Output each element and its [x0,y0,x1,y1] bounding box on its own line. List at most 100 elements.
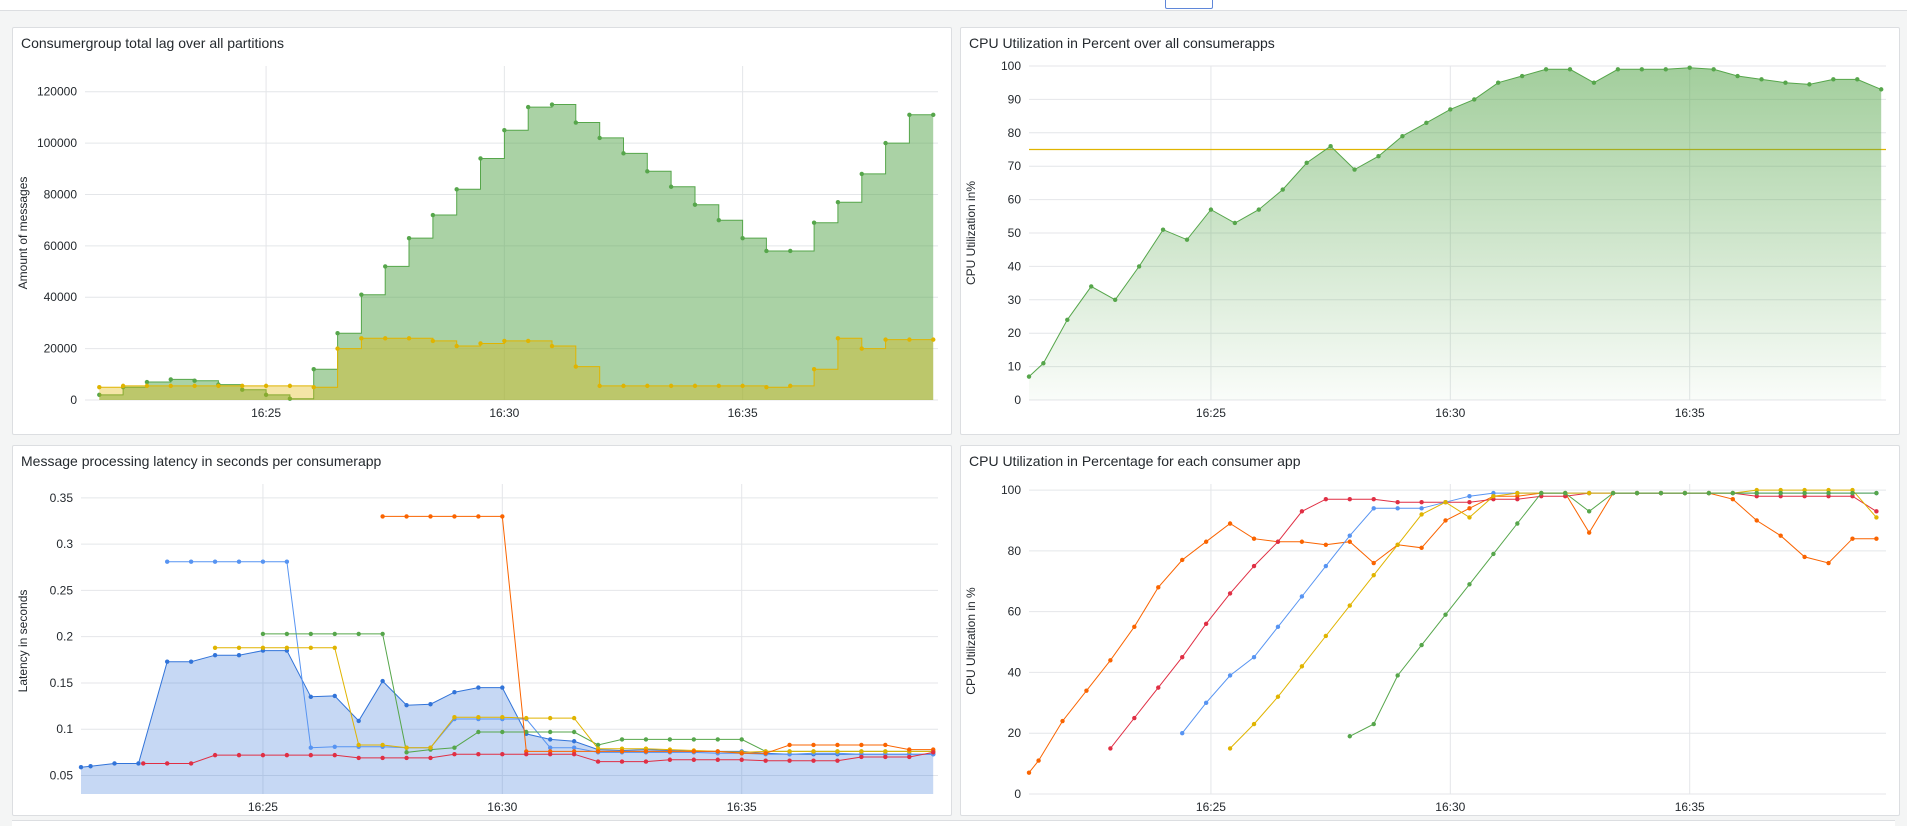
data-point [1203,700,1209,706]
data-point [931,750,936,755]
data-point [787,742,792,748]
data-point [1089,284,1094,289]
active-tab-indicator[interactable] [1165,0,1213,9]
y-tick-label: 100 [1001,483,1021,497]
data-point [1160,227,1166,232]
data-point [547,752,553,757]
data-point [1467,582,1472,587]
data-point [1563,493,1568,499]
data-point [428,514,433,519]
data-point [716,217,721,223]
data-point [739,751,744,756]
series-area [1029,67,1882,400]
data-point [406,235,412,241]
data-point [1371,721,1376,727]
series-line [1110,492,1877,749]
data-point [428,702,433,707]
data-point [764,384,769,390]
data-point [835,199,841,205]
chart-cpu-overall: 0 10 20 30 40 50 60 70 80 90 100 16:25 16:30 16:35 CPU… [964,59,1886,420]
data-point [907,747,912,752]
data-point [1735,73,1740,79]
y-tick-label: 60 [1008,605,1022,619]
data-point [621,151,626,156]
data-point [740,383,745,389]
data-point [883,749,888,754]
data-point [621,383,626,389]
data-point [668,184,674,189]
data-point [168,377,173,382]
data-point [236,559,242,564]
data-point [284,559,290,564]
data-point [1400,133,1405,139]
data-point [883,140,888,146]
x-tick-label: 16:25 [1196,800,1226,814]
data-point [1850,493,1855,499]
data-point [835,336,841,341]
data-point [500,729,505,735]
data-point [1759,77,1764,82]
data-point [811,758,816,763]
series-line [1028,492,1877,774]
data-point [1515,521,1520,526]
data-point [715,749,720,754]
data-point [97,384,102,390]
data-point [547,745,553,750]
data-point [404,514,409,519]
data-point [1730,490,1735,496]
series-2 [1180,490,1879,736]
data-point [1783,80,1788,85]
y-tick-label: 0 [1014,393,1021,407]
data-point [1232,220,1238,226]
series-line [1349,492,1877,737]
data-point [452,514,457,519]
chart-consumer-lag: 0 20000 40000 60000 80000 100000 120000 16:25 16… [16,66,938,420]
y-tick-label: 0.1 [56,722,73,736]
data-point [619,749,625,754]
data-point [1084,688,1089,693]
data-point [739,737,744,742]
series-area [99,104,934,400]
data-point [476,714,481,720]
data-point [1831,77,1836,82]
data-point [97,392,102,398]
y-tick-label: 20 [1008,326,1022,340]
data-point [404,745,409,750]
data-point [1855,77,1860,82]
data-point [1227,521,1233,526]
data-point [1778,533,1783,538]
data-point [1036,758,1041,763]
series-4 [1347,490,1879,739]
data-point [168,383,173,389]
x-tick-label: 16:35 [1675,406,1705,420]
data-point [216,383,221,389]
data-point [1419,500,1424,505]
data-point [1754,490,1759,496]
data-point [476,514,481,519]
data-point [1850,536,1855,541]
data-point [404,750,409,755]
data-point [571,715,577,721]
data-point [1711,67,1716,72]
data-point [859,754,864,760]
data-point [1802,493,1807,499]
data-point [120,383,126,389]
chart-latency: 0.05 0.1 0.15 0.2 0.25 0.3 0.35 16:25 16:30 16:35… [16,484,938,814]
data-point [263,392,269,398]
data-point [1371,496,1376,502]
data-point [452,714,457,720]
data-point [524,729,529,735]
data-point [1227,673,1233,678]
data-point [595,759,601,764]
data-point [1371,506,1376,511]
data-point [476,685,481,690]
x-tick-label: 16:25 [251,406,281,420]
data-point [383,264,388,269]
data-point [1275,694,1281,699]
y-tick-label: 80000 [44,187,78,201]
data-point [1495,80,1501,85]
data-point [619,759,625,764]
data-point [212,652,218,658]
data-point [764,248,769,254]
series-0 [1026,65,1884,400]
